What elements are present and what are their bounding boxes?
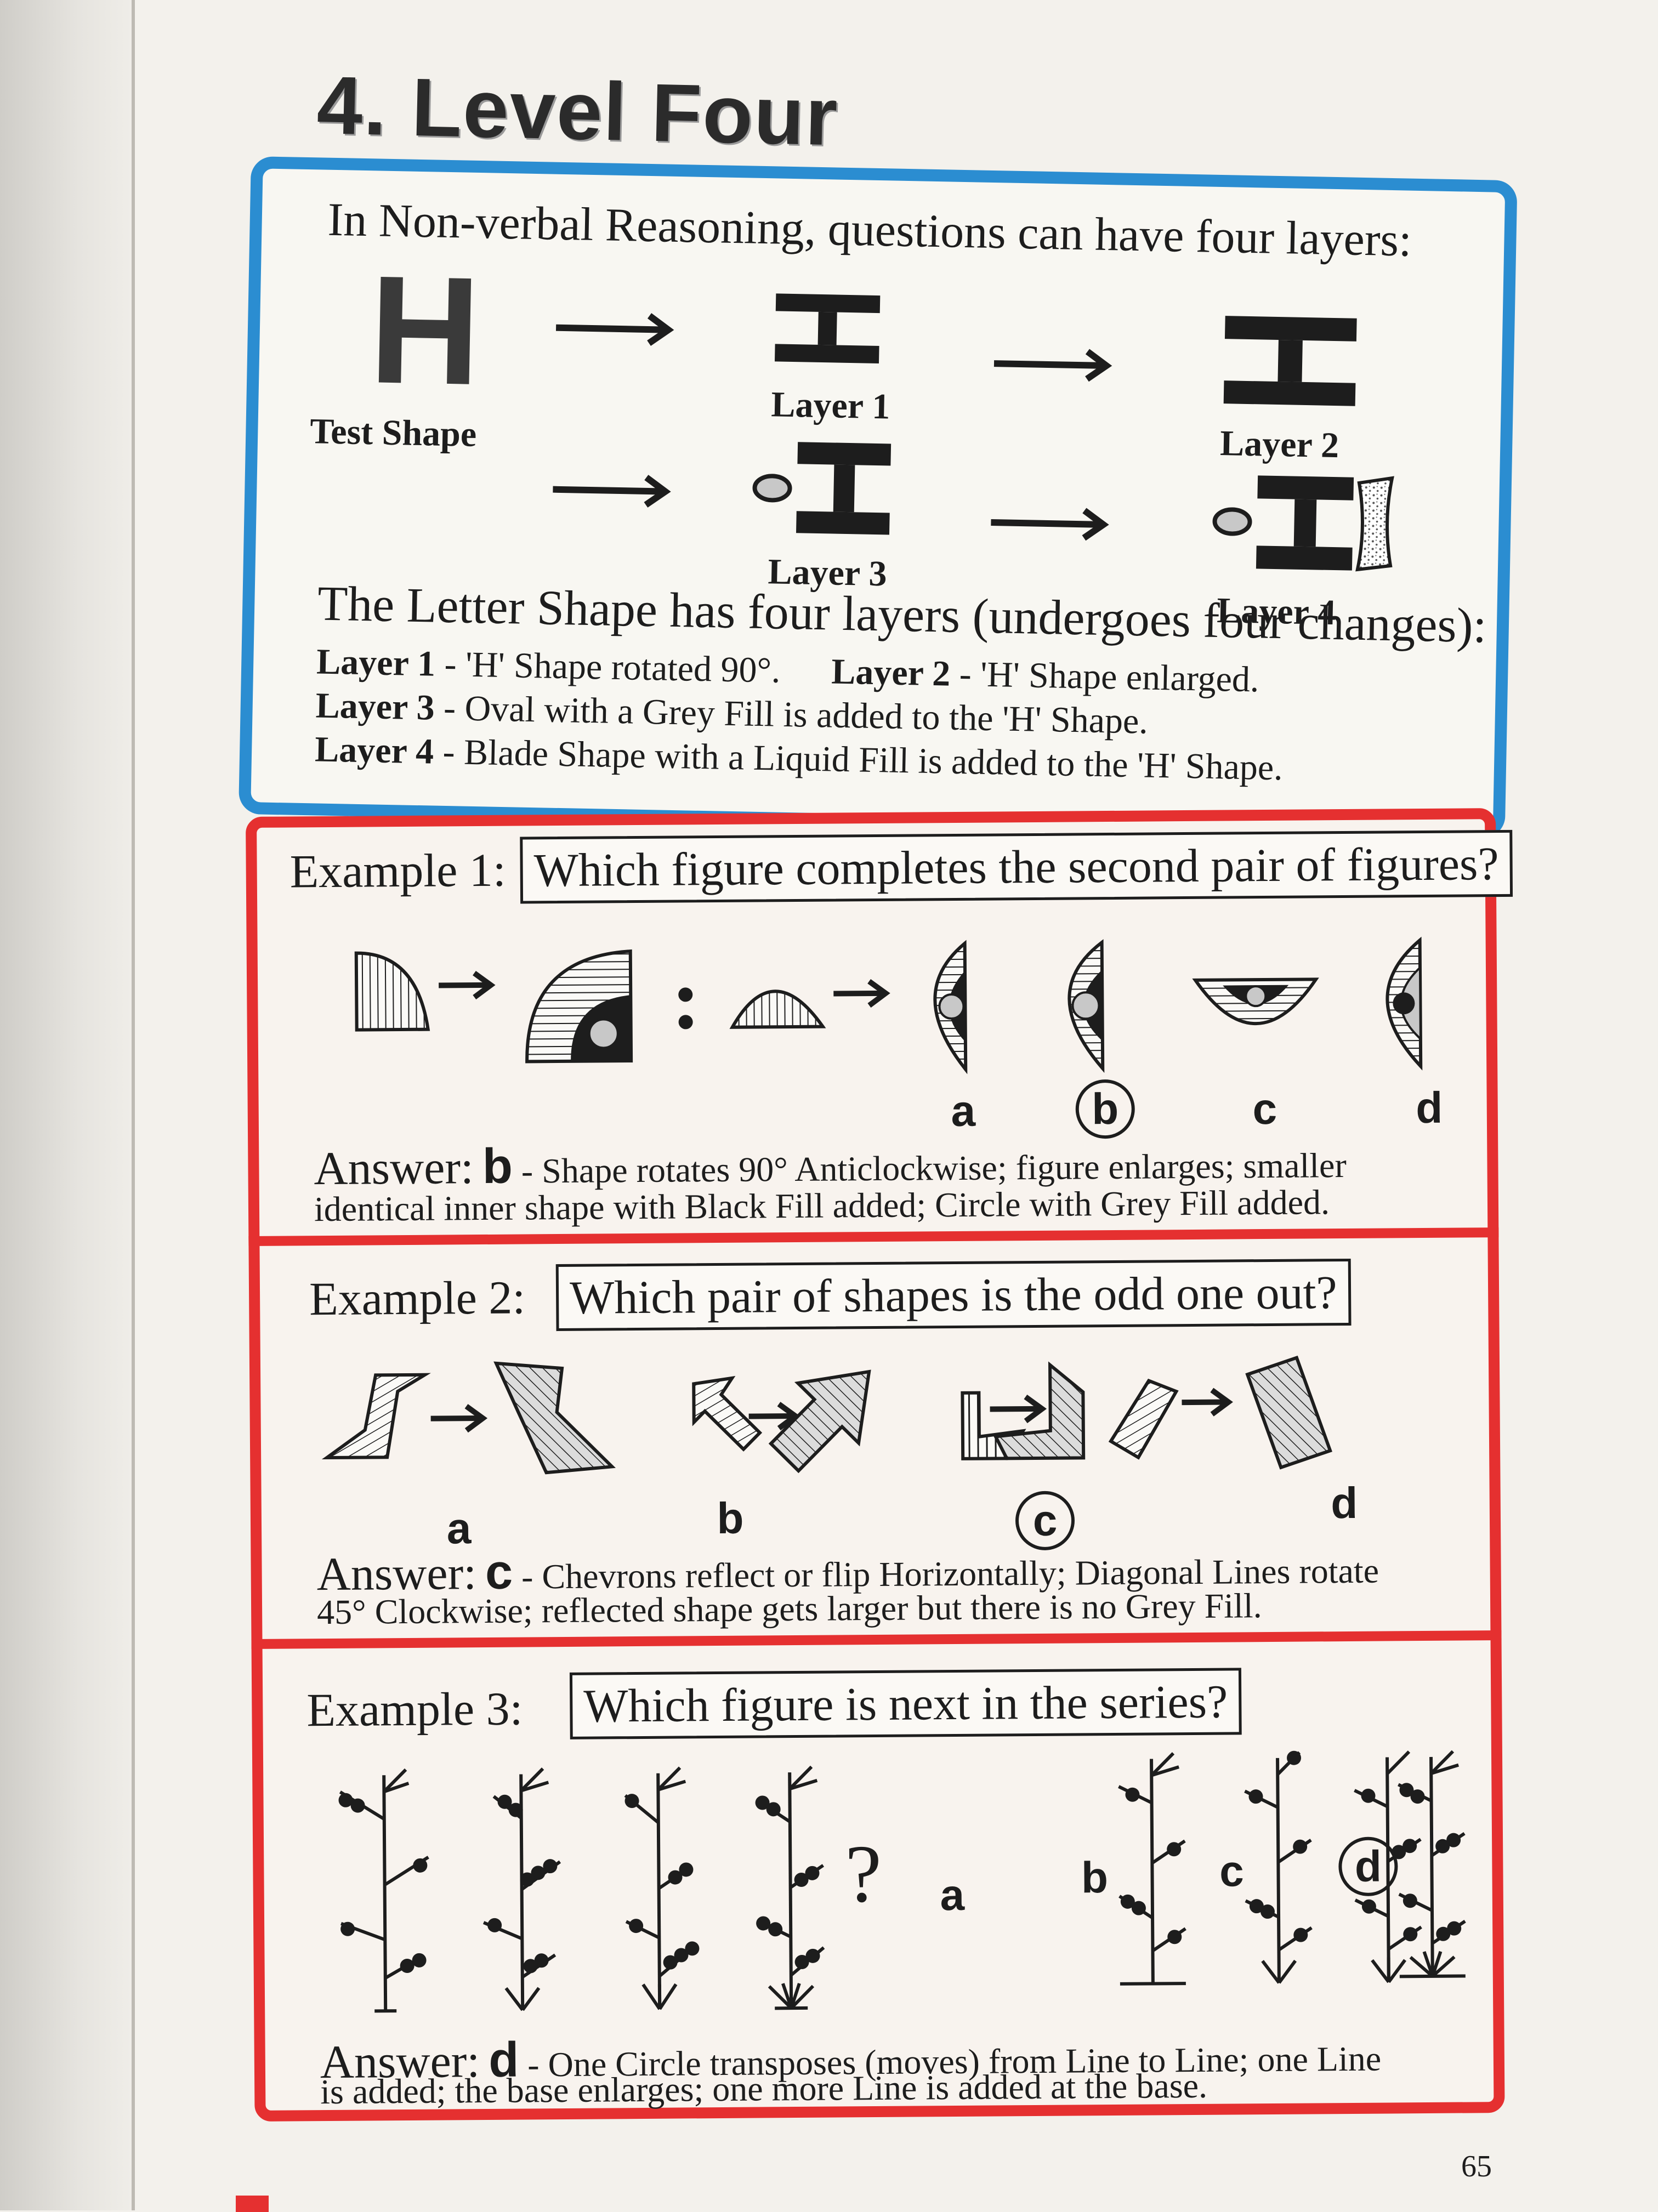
example1-option-b-figure [1069,942,1103,1068]
example1-figures [351,929,1449,1079]
arrow-icon [556,311,683,346]
example1-quarter-shape [356,953,428,1030]
example1-option-a[interactable]: a [933,1085,993,1136]
example3-series-figures [296,1751,1477,2017]
example3-option-b[interactable]: b [1064,1852,1125,1903]
test-shape-label: Test Shape [310,411,477,456]
corner-mark [236,2196,269,2212]
example2-question: Which pair of shapes is the odd one out? [556,1259,1351,1331]
intro-panel: In Non-verbal Reasoning, questions can h… [239,156,1518,838]
layer1-rotated-h-icon [775,293,886,372]
example1-option-a-figure [935,943,966,1070]
example-divider [248,1227,1498,1246]
example1-option-c-figure [1195,979,1316,1024]
example2-option-b[interactable]: b [700,1493,761,1544]
series-question-mark: ? [845,1827,882,1921]
intro-title: In Non-verbal Reasoning, questions can h… [327,192,1412,268]
book-gutter [0,0,135,2210]
layer2-label: Layer 2 [1220,423,1339,467]
layers-summary: The Letter Shape has four layers (underg… [317,575,1487,654]
example2-label: Example 2: [309,1270,526,1326]
arrow-icon [993,347,1120,382]
example3-answer-cont: is added; the base enlarges; one more Li… [320,2066,1207,2112]
test-shape-h: H [368,253,482,408]
example3-option-d-figure [1376,1745,1487,2004]
arrow-icon [553,473,679,508]
page-heading: 4. Level Four [316,58,839,164]
example1-option-c[interactable]: c [1234,1084,1295,1135]
arrow-icon [991,506,1117,541]
layer3-h-with-oval-icon [749,441,899,543]
example3-option-c[interactable]: c [1201,1846,1262,1897]
page-number: 65 [1461,2149,1492,2184]
layer1-label: Layer 1 [771,384,890,428]
layer2-enlarged-h-icon [1223,316,1367,417]
examples-panel: Example 1: Which figure completes the se… [246,808,1505,2122]
example-divider [251,1630,1501,1649]
example1-label: Example 1: [289,843,506,899]
example2-figures [315,1345,1468,1496]
example2-answer-cont: 45° Clockwise; reflected shape gets larg… [317,1585,1262,1633]
example1-option-d-figure [1387,940,1421,1066]
example1-answer-cont: identical inner shape with Black Fill ad… [314,1182,1330,1230]
example1-question: Which figure completes the second pair o… [520,830,1513,904]
example2-option-d[interactable]: d [1314,1478,1375,1529]
example3-label: Example 3: [306,1681,523,1738]
layer4-h-with-oval-and-blade-icon [1210,475,1398,577]
example3-option-a[interactable]: a [922,1870,983,1921]
example3-question: Which figure is next in the series? [570,1668,1242,1739]
example1-option-d[interactable]: d [1399,1083,1460,1134]
example1-option-b[interactable]: b [1075,1079,1135,1139]
